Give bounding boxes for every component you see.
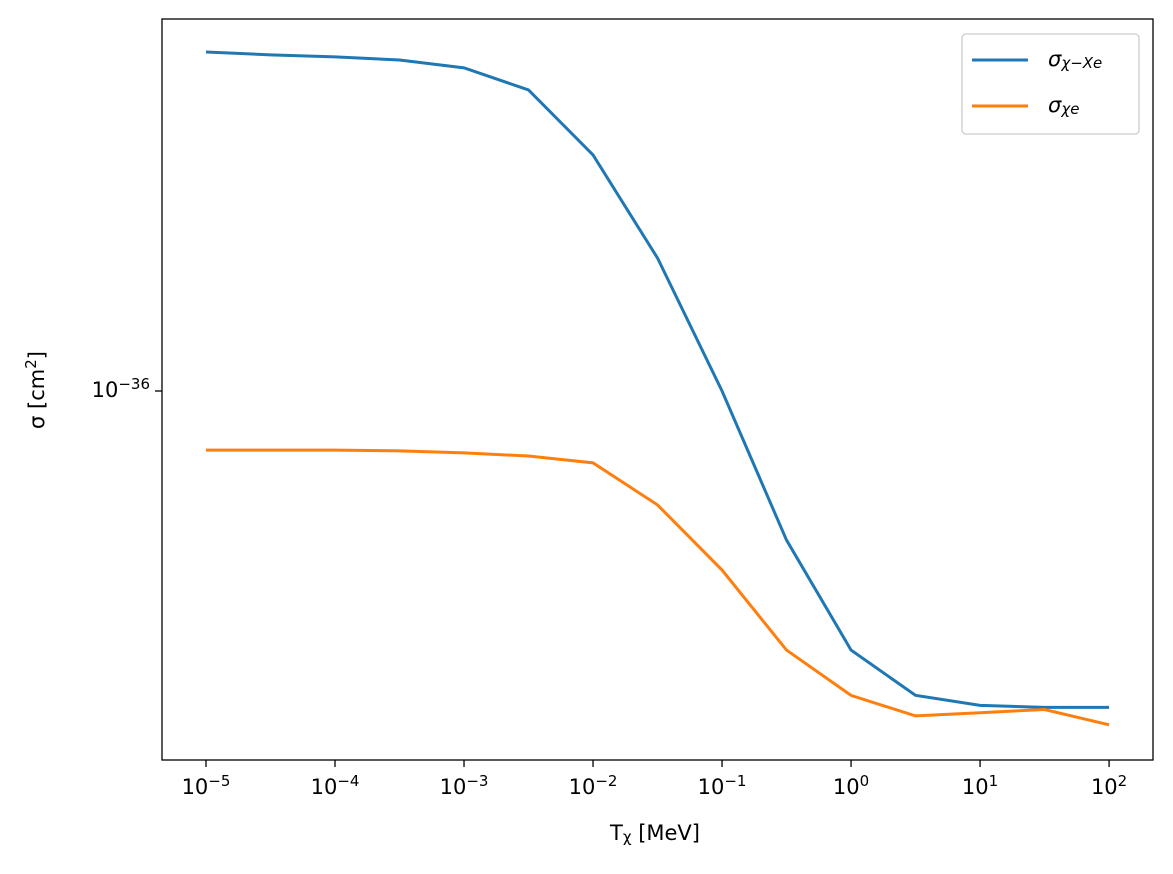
series-line bbox=[205, 50, 1110, 709]
x-tick-label: 10−3 bbox=[440, 772, 489, 799]
x-tick-label: 10−5 bbox=[182, 772, 231, 799]
x-tick-label: 10−1 bbox=[698, 772, 747, 799]
x-tick-label: 100 bbox=[833, 772, 869, 799]
x-axis-label: Tχ [MeV] bbox=[609, 821, 700, 846]
x-tick-label: 10−2 bbox=[569, 772, 618, 799]
series-line bbox=[206, 448, 1110, 727]
x-tick-label: 101 bbox=[962, 772, 998, 799]
y-tick-label: 10−36 bbox=[92, 375, 150, 402]
x-tick-label: 10−4 bbox=[311, 772, 360, 799]
plot-frame bbox=[161, 18, 1154, 761]
x-tick-label: 102 bbox=[1091, 772, 1127, 799]
legend-label: σχ−Xe bbox=[1048, 47, 1102, 72]
legend-label: σχe bbox=[1048, 93, 1079, 118]
y-axis-label: σ [cm2] bbox=[22, 351, 49, 429]
